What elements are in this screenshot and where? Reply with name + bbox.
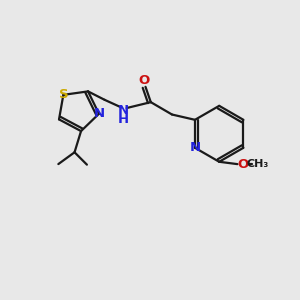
Text: O: O: [237, 158, 248, 171]
Text: N: N: [93, 107, 104, 120]
Text: H: H: [118, 113, 129, 126]
Text: CH₃: CH₃: [246, 159, 268, 169]
Text: O: O: [139, 74, 150, 87]
Text: N: N: [118, 104, 129, 118]
Text: N: N: [189, 141, 200, 154]
Text: S: S: [58, 88, 68, 101]
